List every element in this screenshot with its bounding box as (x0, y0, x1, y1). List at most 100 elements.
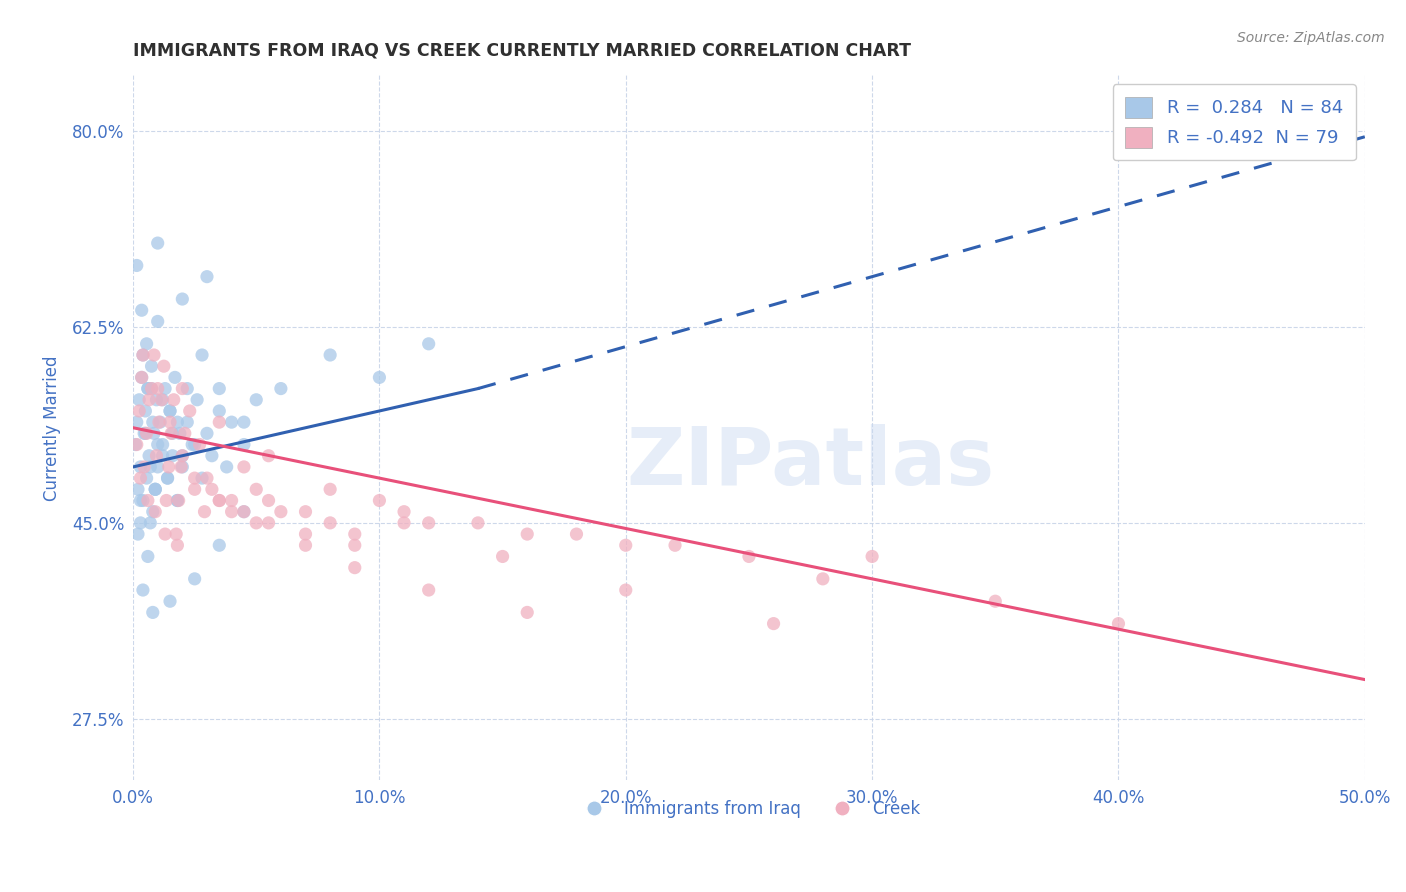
Point (145, 392, 167, 407)
Point (143, 483, 166, 497)
Point (156, 471, 179, 485)
Legend: Immigrants from Iraq, Creek: Immigrants from Iraq, Creek (571, 794, 928, 825)
Point (191, 471, 214, 485)
Point (143, 348, 166, 362)
Point (173, 426, 195, 441)
Point (208, 493, 231, 508)
Point (232, 459, 254, 474)
Point (232, 505, 254, 519)
Point (129, 459, 152, 474)
Point (141, 382, 163, 396)
Point (167, 493, 190, 508)
Point (131, 303, 153, 318)
Point (208, 404, 231, 418)
Point (139, 459, 162, 474)
Point (146, 459, 169, 474)
Point (128, 392, 150, 407)
Point (142, 505, 165, 519)
Point (138, 449, 160, 463)
Point (166, 538, 188, 552)
Point (614, 582, 637, 597)
Point (152, 449, 174, 463)
Point (183, 572, 205, 586)
Point (129, 516, 152, 530)
Point (232, 437, 254, 451)
Point (232, 505, 254, 519)
Point (208, 493, 231, 508)
Point (159, 415, 181, 429)
Point (148, 415, 170, 429)
Point (245, 392, 267, 407)
Point (155, 493, 177, 508)
Point (418, 336, 440, 351)
Point (418, 582, 440, 597)
Point (221, 493, 243, 508)
Text: ZIPatlas: ZIPatlas (627, 424, 994, 502)
Point (179, 404, 201, 418)
Point (125, 437, 148, 451)
Point (418, 516, 440, 530)
Point (156, 471, 179, 485)
Point (142, 415, 165, 429)
Point (319, 516, 342, 530)
Point (176, 382, 198, 396)
Point (136, 549, 159, 564)
Point (163, 392, 186, 407)
Point (245, 483, 267, 497)
Point (811, 572, 834, 586)
Point (143, 426, 166, 441)
Point (143, 483, 166, 497)
Point (762, 616, 785, 631)
Point (294, 538, 316, 552)
Point (129, 471, 152, 485)
Point (181, 437, 204, 451)
Point (166, 493, 188, 508)
Point (127, 527, 149, 541)
Point (166, 493, 188, 508)
Point (738, 549, 761, 564)
Point (183, 471, 205, 485)
Point (208, 538, 231, 552)
Point (208, 382, 231, 396)
Point (221, 415, 243, 429)
Point (169, 426, 191, 441)
Point (467, 516, 489, 530)
Point (152, 392, 174, 407)
Point (125, 259, 148, 273)
Point (159, 404, 181, 418)
Point (257, 449, 280, 463)
Point (221, 505, 243, 519)
Point (146, 314, 169, 328)
Point (150, 392, 173, 407)
Point (392, 505, 415, 519)
Point (143, 505, 166, 519)
Point (124, 437, 146, 451)
Text: IMMIGRANTS FROM IRAQ VS CREEK CURRENTLY MARRIED CORRELATION CHART: IMMIGRANTS FROM IRAQ VS CREEK CURRENTLY … (134, 42, 911, 60)
Point (166, 415, 188, 429)
Point (146, 236, 169, 251)
Point (270, 505, 292, 519)
Point (146, 437, 169, 451)
Point (257, 516, 280, 530)
Point (343, 538, 366, 552)
Point (191, 348, 214, 362)
Point (201, 449, 224, 463)
Point (319, 483, 342, 497)
Point (141, 359, 163, 374)
Y-axis label: Currently Married: Currently Married (44, 355, 60, 500)
Point (614, 538, 637, 552)
Point (134, 426, 156, 441)
Point (159, 594, 181, 608)
Point (516, 527, 538, 541)
Point (139, 516, 162, 530)
Point (136, 382, 159, 396)
Point (294, 505, 316, 519)
Point (270, 382, 292, 396)
Point (134, 459, 156, 474)
Point (136, 382, 159, 396)
Point (165, 527, 187, 541)
Point (135, 471, 157, 485)
Point (183, 437, 205, 451)
Point (129, 493, 152, 508)
Point (176, 415, 198, 429)
